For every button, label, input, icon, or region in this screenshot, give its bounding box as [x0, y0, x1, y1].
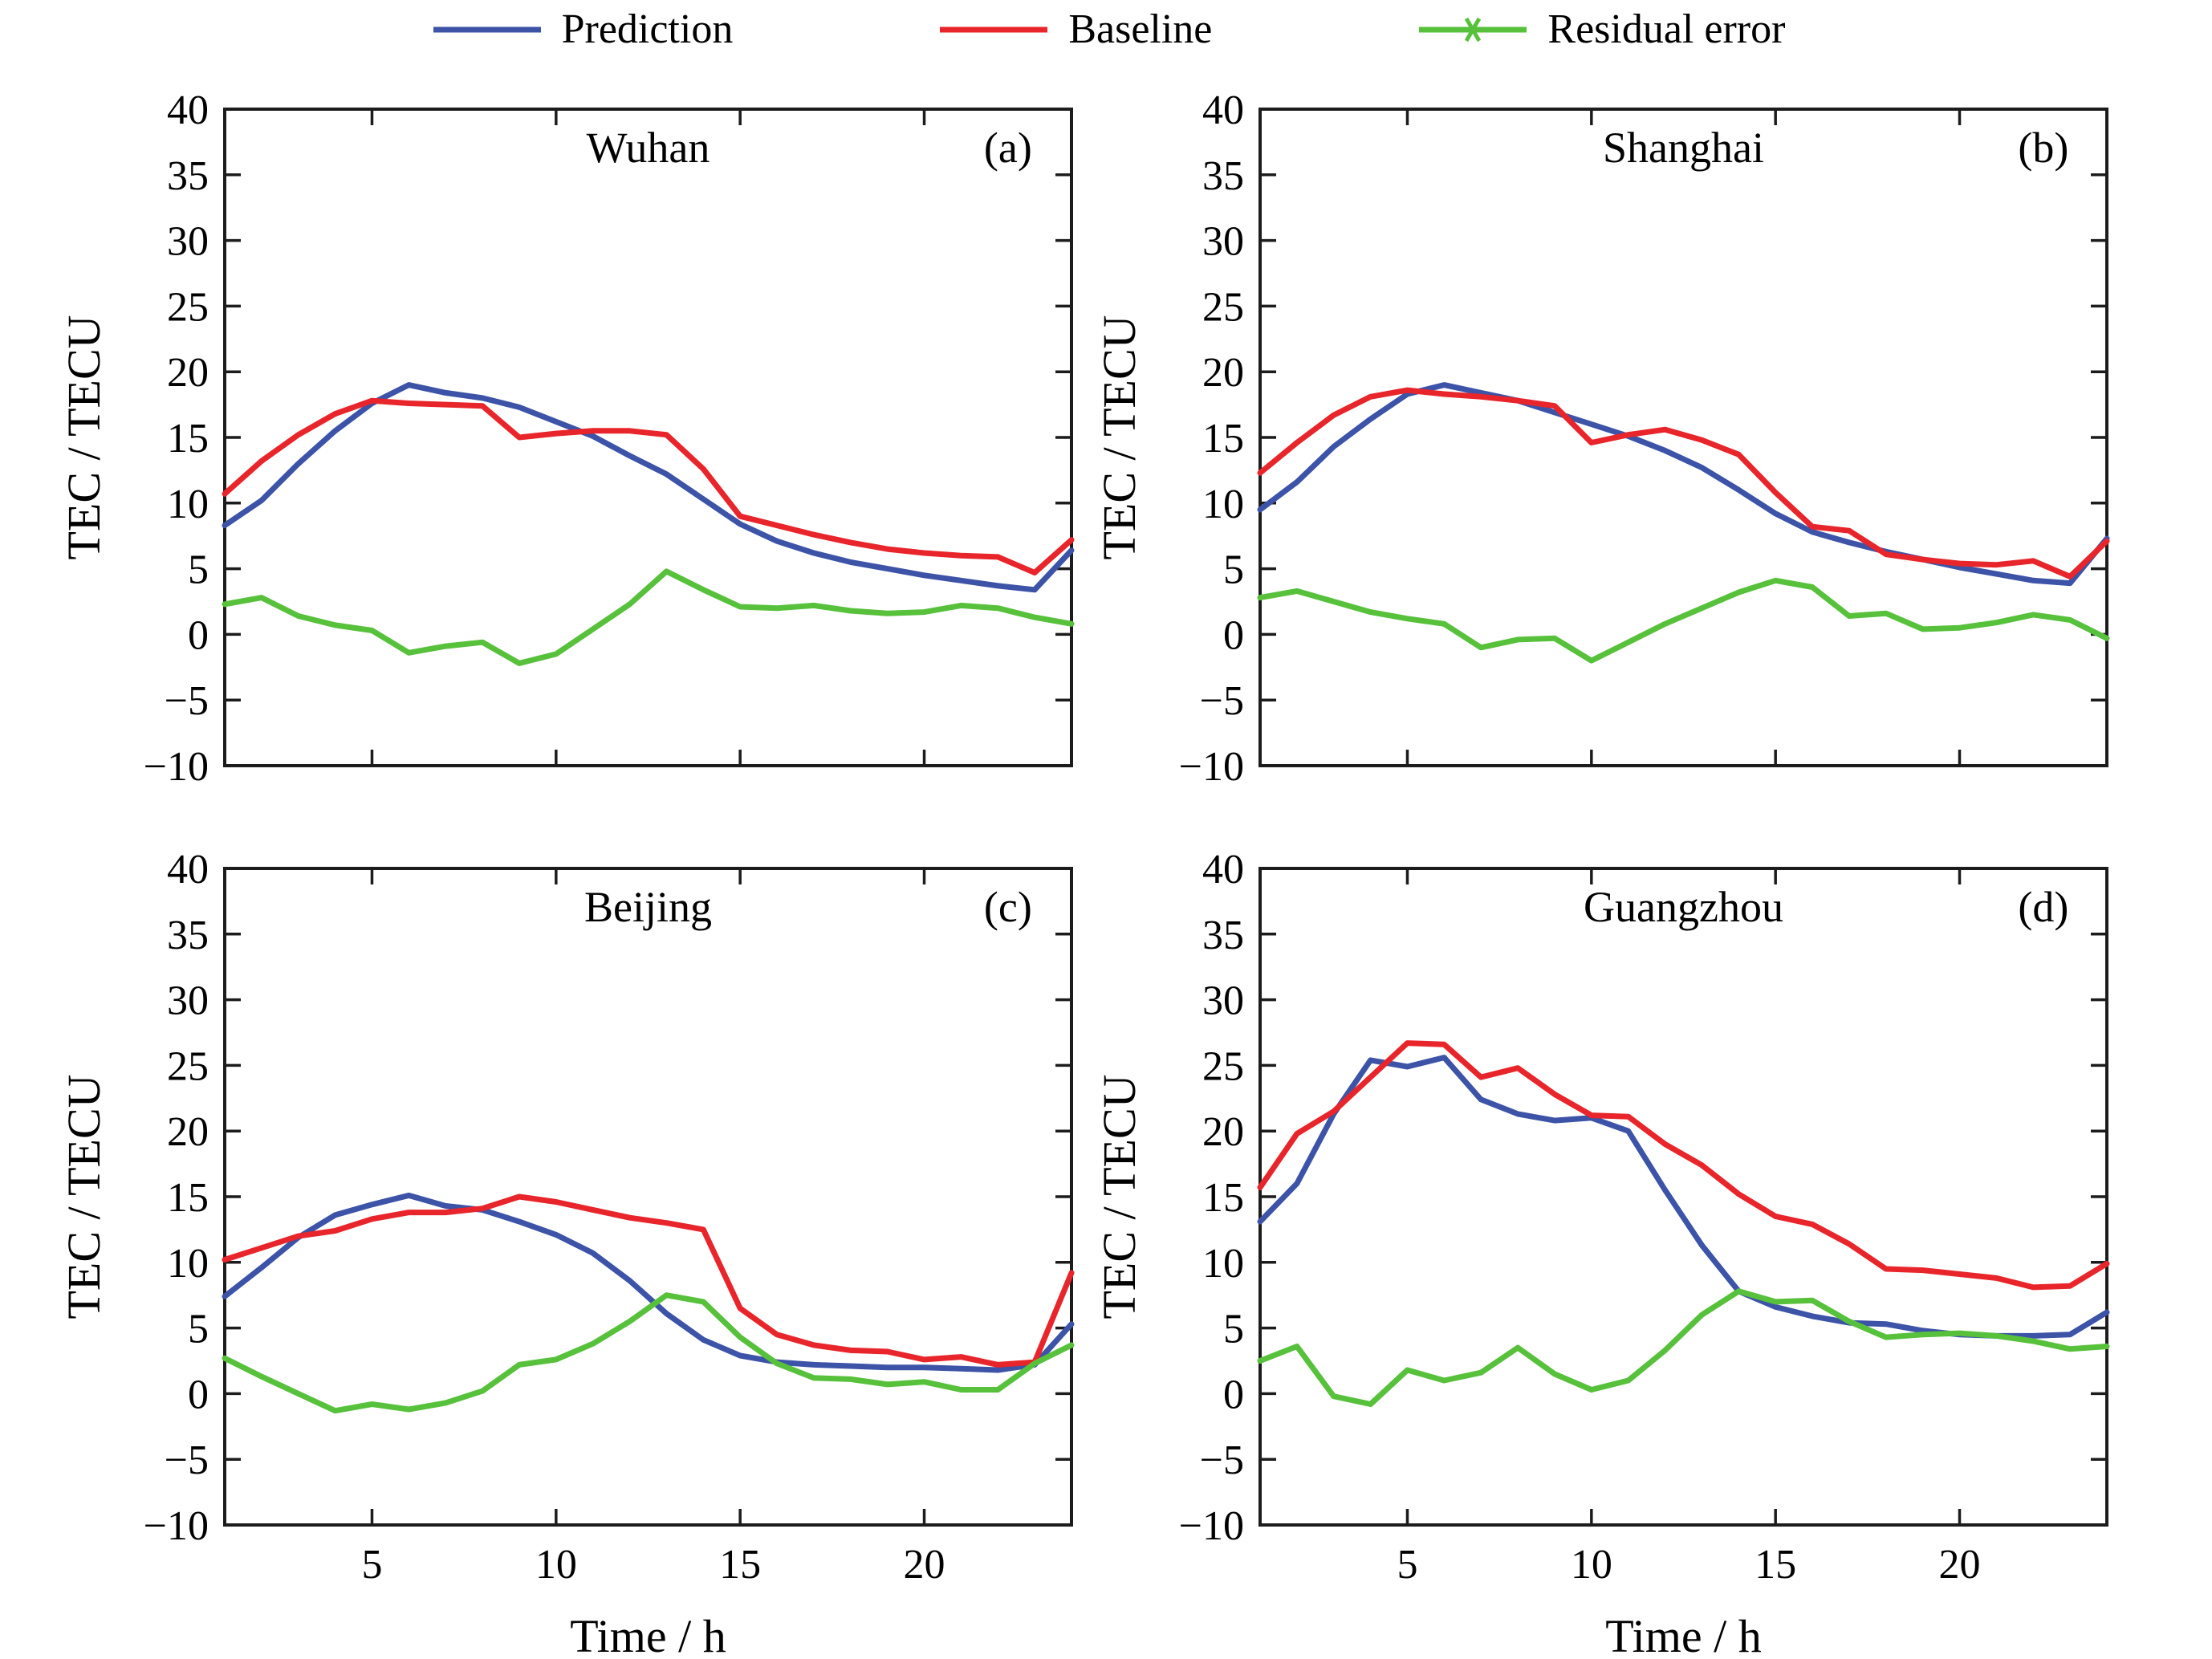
series-line-baseline: [1257, 1040, 2110, 1291]
y-tick-label: 0: [1223, 1372, 1244, 1417]
axis-box: [223, 867, 1073, 1527]
series-line-baseline: [222, 1193, 1075, 1368]
y-axis-label: TEC / TECU: [1093, 315, 1145, 559]
axis-box: [1258, 867, 2108, 1527]
y-tick-label: 10: [167, 1241, 209, 1287]
axis-box: [223, 108, 1073, 767]
y-tick-label: 10: [1202, 482, 1244, 527]
y-tick-label: 40: [167, 852, 209, 893]
series-line-prediction: [222, 1192, 1075, 1373]
y-tick-label: 35: [167, 913, 209, 958]
y-tick-label: 0: [188, 1372, 209, 1417]
y-tick-label: 30: [167, 219, 209, 265]
series-line-residual-error: [222, 568, 1075, 666]
y-tick-label: 20: [1202, 1109, 1244, 1155]
x-tick-label: 10: [535, 1542, 577, 1588]
legend-label-residual-error: Residual error: [1547, 6, 1786, 52]
legend: Prediction Baseline Residual error: [0, 0, 2212, 53]
x-tick-label: 5: [361, 1542, 382, 1588]
y-tick-label: −10: [144, 744, 209, 788]
series-line-residual-error: [222, 1292, 1075, 1414]
panel-index-label: (c): [984, 883, 1032, 931]
legend-item-prediction: Prediction: [427, 6, 734, 52]
y-tick-label: 15: [167, 1175, 209, 1221]
y-axis-label: TEC / TECU: [58, 315, 110, 559]
series-line-residual-error: [1257, 1288, 2110, 1407]
series-line-residual-error: [1257, 577, 2110, 664]
x-tick-label: 15: [1755, 1542, 1796, 1588]
y-tick-label: 20: [167, 1109, 209, 1155]
chart-grid: 40 35 30 25 20 15 10 5 0 −5 −10 TEC / TECU Wuhan (a) …: [0, 53, 2212, 1659]
y-tick-label: −5: [165, 678, 209, 724]
y-tick-label: 30: [1202, 978, 1244, 1024]
y-axis-label: TEC / TECU: [58, 1074, 110, 1319]
y-tick-label: 15: [1202, 1175, 1244, 1221]
x-tick-label: 20: [1939, 1542, 1981, 1588]
y-tick-label: 10: [1202, 1241, 1244, 1287]
y-tick-label: 30: [1202, 219, 1244, 265]
y-tick-label: 5: [1223, 547, 1244, 593]
chart-panel-b-shanghai: 40 35 30 25 20 15 10 5 0 −5 −10 TEC / TECU Shanghai (…: [1093, 93, 2110, 788]
panel-title: Guangzhou: [1584, 883, 1783, 931]
series-line-baseline: [222, 397, 1075, 575]
y-tick-label: 0: [188, 612, 209, 658]
y-tick-label: −10: [1179, 744, 1244, 788]
panel-title: Wuhan: [587, 124, 710, 172]
prediction-line-icon: [433, 26, 541, 33]
y-tick-label: −10: [1179, 1503, 1244, 1549]
legend-item-baseline: Baseline: [933, 9, 1212, 51]
y-tick-label: −5: [1200, 1437, 1244, 1483]
y-tick-label: 35: [1202, 153, 1244, 199]
panel-index-label: (a): [984, 124, 1032, 172]
y-tick-label: 25: [167, 1043, 209, 1089]
panel-index-label: (d): [2018, 883, 2068, 931]
series-line-prediction: [1257, 382, 2110, 587]
y-tick-label: 5: [188, 1307, 209, 1352]
y-tick-label: 40: [1202, 852, 1244, 893]
series-line-baseline: [1257, 387, 2110, 579]
y-tick-label: 15: [167, 416, 209, 462]
y-tick-label: 35: [167, 153, 209, 199]
y-tick-label: 20: [167, 350, 209, 396]
legend-item-residual-error: Residual error: [1413, 9, 1785, 51]
series-line-prediction: [222, 382, 1075, 593]
y-tick-label: −5: [165, 1437, 209, 1483]
y-tick-label: 35: [1202, 913, 1244, 958]
panel-index-label: (b): [2018, 124, 2068, 172]
x-tick-label: 10: [1571, 1542, 1612, 1588]
residual-error-line-asterisk-icon: [1419, 17, 1527, 43]
y-tick-label: 30: [167, 978, 209, 1024]
y-tick-label: −5: [1200, 678, 1244, 724]
x-tick-label: 5: [1397, 1542, 1417, 1588]
baseline-line-icon: [940, 26, 1048, 33]
y-tick-label: −10: [144, 1503, 209, 1549]
y-axis-label: TEC / TECU: [1093, 1074, 1145, 1319]
x-axis-label: Time / h: [1605, 1610, 1761, 1659]
panel-title: Beijing: [584, 883, 712, 931]
y-tick-label: 20: [1202, 350, 1244, 396]
y-tick-label: 25: [167, 284, 209, 330]
y-tick-label: 5: [1223, 1307, 1244, 1352]
series-line-prediction: [1257, 1055, 2110, 1339]
x-axis-label: Time / h: [570, 1610, 726, 1659]
legend-label-prediction: Prediction: [561, 6, 734, 52]
y-tick-label: 5: [188, 547, 209, 593]
y-tick-label: 10: [167, 482, 209, 527]
y-tick-label: 40: [1202, 93, 1244, 133]
y-tick-label: 25: [1202, 1043, 1244, 1089]
chart-panel-d-guangzhou: 40 35 30 25 20 15 10 5 0 −5 −10 TEC / TECU 5 10 15 20 Ti…: [1093, 852, 2110, 1659]
y-tick-label: 0: [1223, 612, 1244, 658]
x-tick-label: 15: [719, 1542, 761, 1588]
x-tick-label: 20: [904, 1542, 945, 1588]
panel-title: Shanghai: [1603, 124, 1764, 172]
chart-panel-a-wuhan: 40 35 30 25 20 15 10 5 0 −5 −10 TEC / TECU Wuhan (a): [58, 93, 1075, 788]
chart-panel-c-beijing: 40 35 30 25 20 15 10 5 0 −5 −10 TEC / TECU 5 10 15 20 Ti…: [58, 852, 1075, 1659]
y-tick-label: 40: [167, 93, 209, 133]
y-tick-label: 25: [1202, 284, 1244, 330]
y-tick-label: 15: [1202, 416, 1244, 462]
legend-label-baseline: Baseline: [1068, 6, 1213, 52]
